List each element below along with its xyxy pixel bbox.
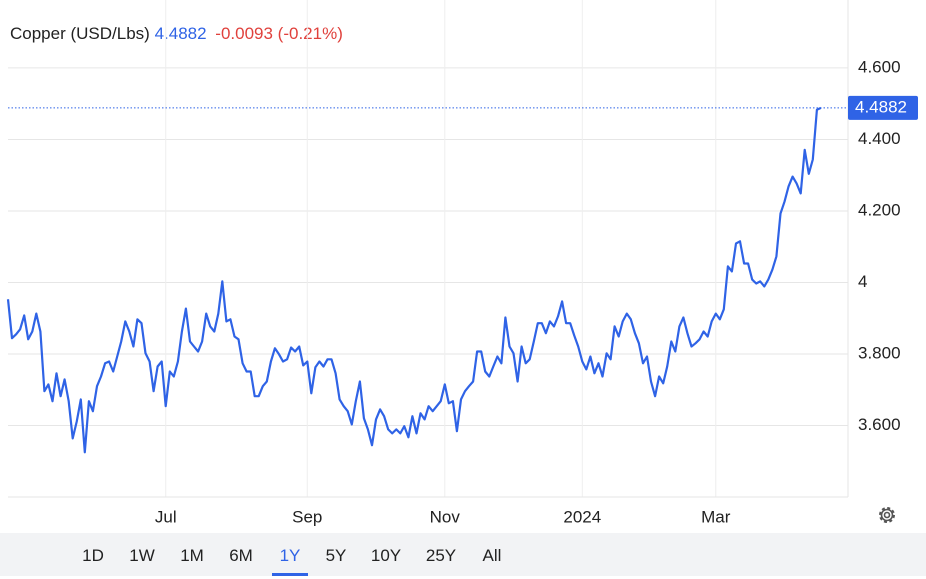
y-tick-label: 3.800 [858, 343, 901, 362]
settings-icon[interactable] [879, 507, 895, 523]
y-tick-label: 4 [858, 272, 867, 291]
range-button[interactable]: 1D [82, 546, 104, 565]
change: -0.0093 (-0.21%) [215, 24, 343, 43]
header: Copper (USD/Lbs) 4.4882 -0.0093 (-0.21%) [10, 24, 343, 44]
price: 4.4882 [154, 24, 207, 43]
instrument: Copper (USD/Lbs) [10, 24, 150, 43]
x-tick-label: Mar [701, 507, 731, 526]
last-price-badge [848, 95, 918, 120]
range-button[interactable]: 6M [229, 546, 253, 565]
range-bar: 1D 1W 1M 6M 1Y 5Y 10Y 25Y All [0, 533, 926, 576]
chart: 3.600 3.800 4 4.200 4.400 4.600 Jul Sep Nov 2024 M… [6, 0, 918, 526]
x-tick-label: Sep [292, 507, 322, 526]
price-line [6, 106, 822, 454]
y-tick-label: 4.400 [858, 129, 901, 148]
x-tick-label: Nov [430, 507, 461, 526]
range-button[interactable]: All [482, 546, 502, 565]
y-tick-label: 3.600 [858, 415, 901, 434]
last-price-label: 4.4882 [855, 97, 907, 116]
y-tick-label: 4.600 [858, 57, 901, 76]
range-button[interactable]: 5Y [325, 546, 347, 565]
range-button[interactable]: 1W [129, 546, 155, 565]
range-button[interactable]: 25Y [425, 546, 457, 565]
range-button[interactable]: 10Y [370, 546, 402, 565]
range-button[interactable]: 1Y [272, 533, 308, 576]
y-tick-label: 4.200 [858, 200, 901, 219]
x-tick-label: Jul [155, 507, 177, 526]
x-tick-label: 2024 [563, 507, 601, 526]
range-button[interactable]: 1M [180, 546, 204, 565]
